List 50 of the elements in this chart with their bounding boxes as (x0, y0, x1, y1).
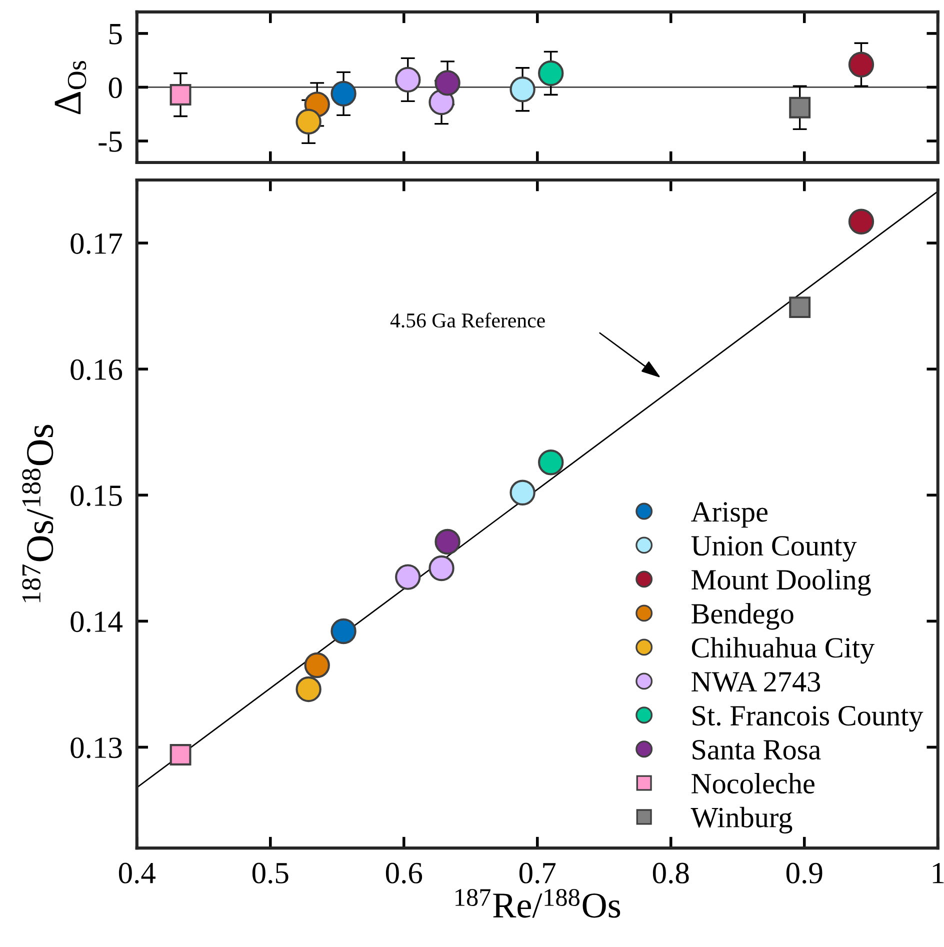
annotation: 4.56 Ga Reference (390, 312, 545, 328)
point (395, 564, 421, 590)
legend-label: Nocoleche (692, 773, 814, 794)
y-tick-label: 0.17 (70, 233, 122, 254)
point (330, 618, 356, 644)
point (304, 652, 330, 678)
legend-label: Mount Dooling (692, 569, 871, 596)
point (170, 84, 192, 106)
point (848, 52, 874, 78)
x-axis-title: $^{187}$Re/$^{188}$Os (456, 888, 620, 918)
x-tick-label: 0.8 (652, 862, 689, 884)
legend-label: Bendego (692, 603, 794, 630)
point (848, 208, 874, 234)
legend-label: Union County (691, 536, 857, 562)
point (428, 89, 454, 116)
y-tick-label: 0.16 (70, 359, 122, 380)
x-tick-label: 1 (932, 862, 944, 884)
legend-label: St. Francois County (692, 706, 924, 732)
y-tick-label: 0.13 (70, 737, 122, 758)
y-axis-title: $^{187}$Os/$^{188}$Os (22, 424, 54, 602)
point (330, 80, 356, 107)
y-tick-label: 0.14 (70, 611, 123, 632)
legend-label: Arispe (691, 502, 768, 528)
point (510, 76, 536, 102)
y-tick-label: 0 (108, 78, 122, 98)
point (789, 296, 811, 318)
point (789, 96, 811, 118)
point (170, 744, 192, 766)
x-tick-label: 0.9 (786, 862, 822, 884)
legend-label: Winburg (690, 806, 792, 834)
point (296, 676, 322, 702)
legend-label: Chihuahua City (692, 637, 875, 664)
x-tick-label: 0.5 (252, 862, 288, 884)
point (538, 450, 564, 476)
point (428, 555, 454, 582)
point (296, 108, 322, 134)
y-tick-label: 5 (109, 24, 122, 44)
point (510, 480, 536, 506)
x-tick-label: 0.4 (118, 862, 156, 884)
point (538, 60, 564, 86)
point (434, 528, 460, 555)
x-tick-label: 0.6 (386, 862, 422, 884)
legend-label: Santa Rosa (692, 740, 821, 760)
y-tick-label: -5 (98, 132, 122, 152)
legend-label: NWA 2743 (692, 672, 820, 692)
point (395, 66, 421, 93)
y-axis-title: Δ$_{Os}$ (54, 61, 86, 114)
y-tick-label: 0.15 (70, 485, 122, 506)
point (434, 70, 460, 96)
x-tick-label: 0.7 (519, 862, 556, 884)
